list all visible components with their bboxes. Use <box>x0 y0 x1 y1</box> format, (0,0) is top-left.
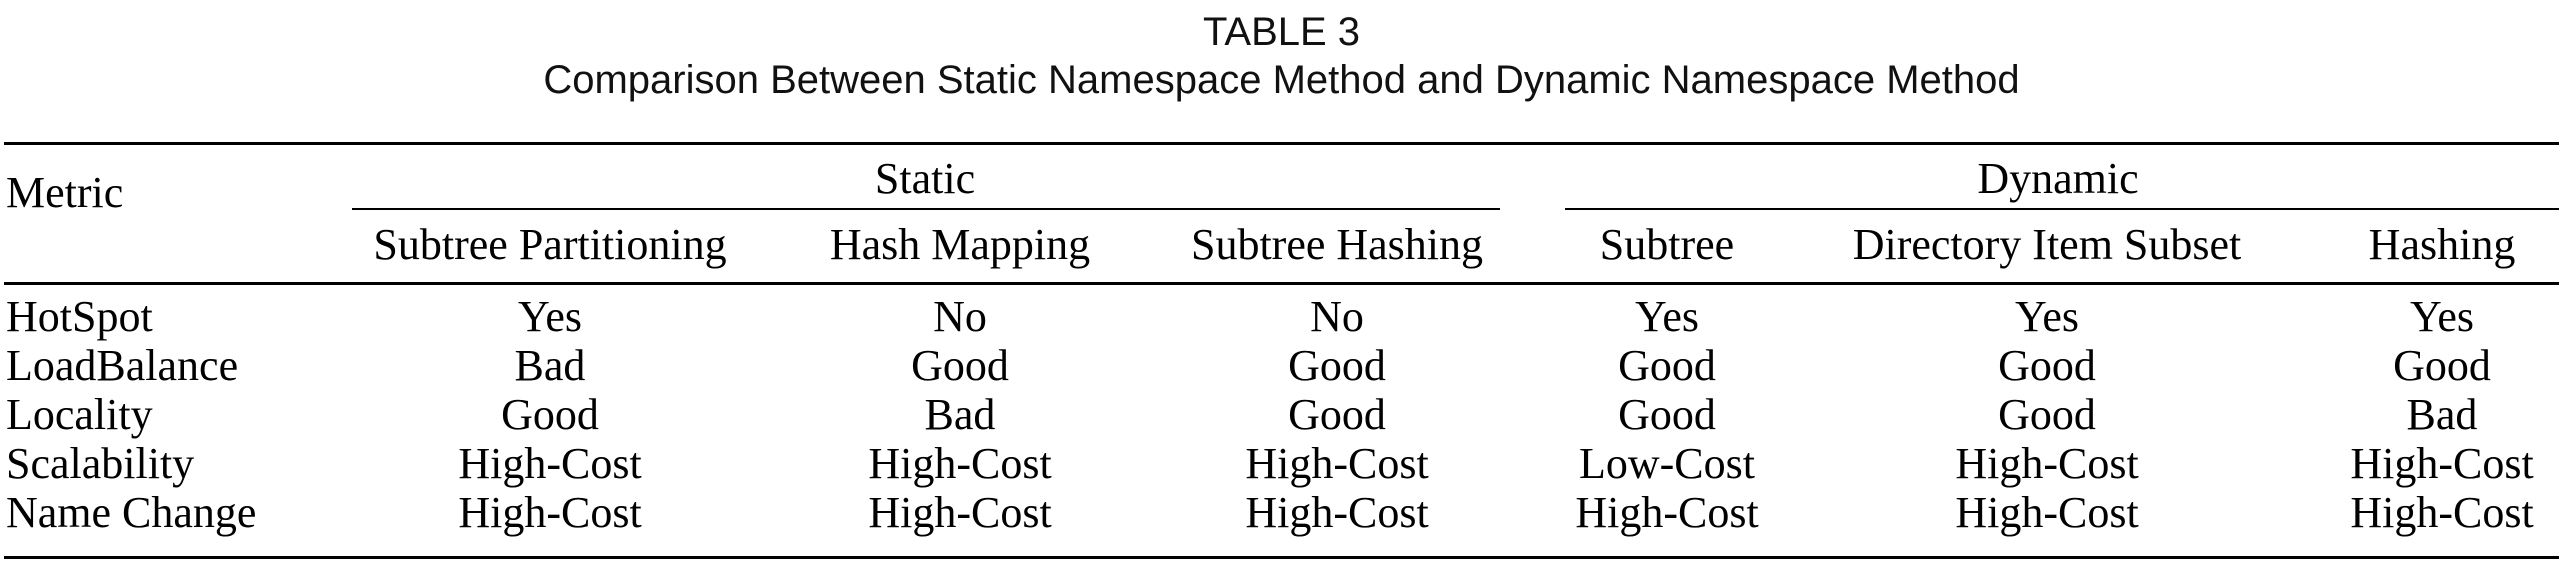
table-cell: High-Cost <box>2350 488 2534 537</box>
table-cell: Good <box>1288 390 1386 439</box>
table-cell: High-Cost <box>1955 439 2139 488</box>
table-cell: High-Cost <box>458 488 642 537</box>
table-bottom-rule <box>4 556 2559 559</box>
table-cell: Good <box>2393 341 2491 390</box>
table-cell: Good <box>1998 341 2096 390</box>
table-cell: Yes <box>517 292 583 341</box>
table-cell: No <box>933 292 987 341</box>
table-label: TABLE 3 <box>1202 10 1361 54</box>
row-metric: Name Change <box>6 488 257 537</box>
column-header: Hash Mapping <box>829 220 1091 269</box>
group-rule-dynamic <box>1565 208 2559 210</box>
group-header-dynamic: Dynamic <box>1977 154 2139 203</box>
table-cell: High-Cost <box>1955 488 2139 537</box>
table-title: Comparison Between Static Namespace Meth… <box>543 58 2020 102</box>
table-cell: Good <box>1618 341 1716 390</box>
column-header: Subtree Hashing <box>1190 220 1484 269</box>
group-rule-static <box>352 208 1500 210</box>
table-cell: High-Cost <box>1575 488 1759 537</box>
table-header-rule <box>4 282 2559 285</box>
row-metric: Scalability <box>6 439 195 488</box>
row-metric: Locality <box>6 390 153 439</box>
table-cell: Good <box>1618 390 1716 439</box>
table-cell: High-Cost <box>458 439 642 488</box>
table-cell: High-Cost <box>2350 439 2534 488</box>
table-cell: High-Cost <box>1245 439 1429 488</box>
table-cell: High-Cost <box>868 439 1052 488</box>
metric-header: Metric <box>6 168 124 217</box>
table-cell: Bad <box>514 341 586 390</box>
table-cell: Yes <box>1634 292 1700 341</box>
table-cell: High-Cost <box>1245 488 1429 537</box>
row-metric: LoadBalance <box>6 341 239 390</box>
table-cell: Good <box>1998 390 2096 439</box>
table-cell: Bad <box>924 390 996 439</box>
row-metric: HotSpot <box>6 292 153 341</box>
table-cell: Low-Cost <box>1579 439 1755 488</box>
table-cell: Yes <box>2014 292 2080 341</box>
table-cell: Good <box>911 341 1009 390</box>
table-cell: Bad <box>2406 390 2478 439</box>
table-top-rule <box>4 142 2559 145</box>
group-header-static: Static <box>874 154 976 203</box>
table-cell: Good <box>1288 341 1386 390</box>
column-header: Hashing <box>2368 220 2516 269</box>
table-cell: Good <box>501 390 599 439</box>
column-header: Subtree Partitioning <box>373 220 727 269</box>
column-header: Subtree <box>1599 220 1735 269</box>
table-cell: No <box>1310 292 1364 341</box>
column-header: Directory Item Subset <box>1852 220 2242 269</box>
table-cell: Yes <box>2409 292 2475 341</box>
table-cell: High-Cost <box>868 488 1052 537</box>
